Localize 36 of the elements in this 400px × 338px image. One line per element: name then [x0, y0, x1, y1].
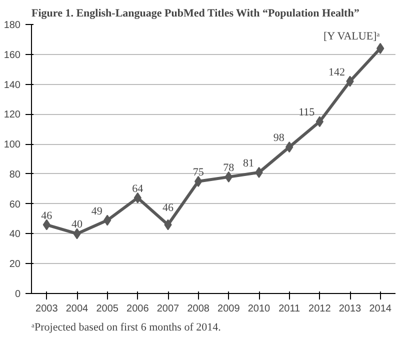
- data-label: 40: [72, 218, 83, 231]
- data-label: 64: [132, 182, 144, 195]
- data-label: 49: [91, 205, 103, 218]
- x-tick-label: 2003: [36, 304, 58, 314]
- x-tick-label: 2008: [187, 304, 210, 314]
- y-tick-label: 20: [9, 259, 21, 270]
- data-label: 81: [243, 157, 254, 170]
- y-tick-label: 80: [9, 169, 21, 180]
- x-tick-label: 2007: [156, 304, 180, 314]
- x-tick-label: 2006: [126, 304, 150, 314]
- y-tick-label: 0: [14, 289, 21, 300]
- x-tick-label: 2011: [278, 304, 301, 314]
- data-label: 142: [328, 66, 345, 78]
- x-tick-label: 2014: [369, 304, 392, 314]
- data-label: 115: [298, 106, 316, 119]
- x-tick-label: 2009: [218, 304, 240, 314]
- y-tick-label: 180: [4, 20, 21, 31]
- x-tick-label: 2012: [308, 304, 332, 314]
- y-tick-label: 60: [9, 199, 21, 210]
- x-tick-label: 2004: [66, 304, 89, 314]
- y-tick-label: 100: [4, 140, 21, 151]
- x-tick-label: 2010: [248, 304, 271, 314]
- text: ᵃProjected based on first 6 months of 2014.: [32, 322, 222, 334]
- data-label: 75: [192, 166, 204, 178]
- chart-title: Figure 1. English-Language PubMed Titles With “Population Health”: [32, 8, 360, 20]
- data-label: 46: [41, 210, 53, 222]
- y-tick-label: 160: [4, 50, 21, 61]
- y-tick-label: 140: [4, 80, 21, 91]
- y-tick-label: 40: [9, 229, 21, 240]
- data-label: [Y VALUE]ᵃ: [323, 30, 380, 42]
- y-tick-label: 120: [4, 110, 21, 121]
- data-label: 46: [162, 202, 174, 214]
- x-tick-label: 2013: [338, 304, 362, 314]
- data-label: 98: [273, 132, 285, 144]
- data-label: 78: [223, 162, 235, 174]
- x-tick-label: 2005: [96, 304, 119, 314]
